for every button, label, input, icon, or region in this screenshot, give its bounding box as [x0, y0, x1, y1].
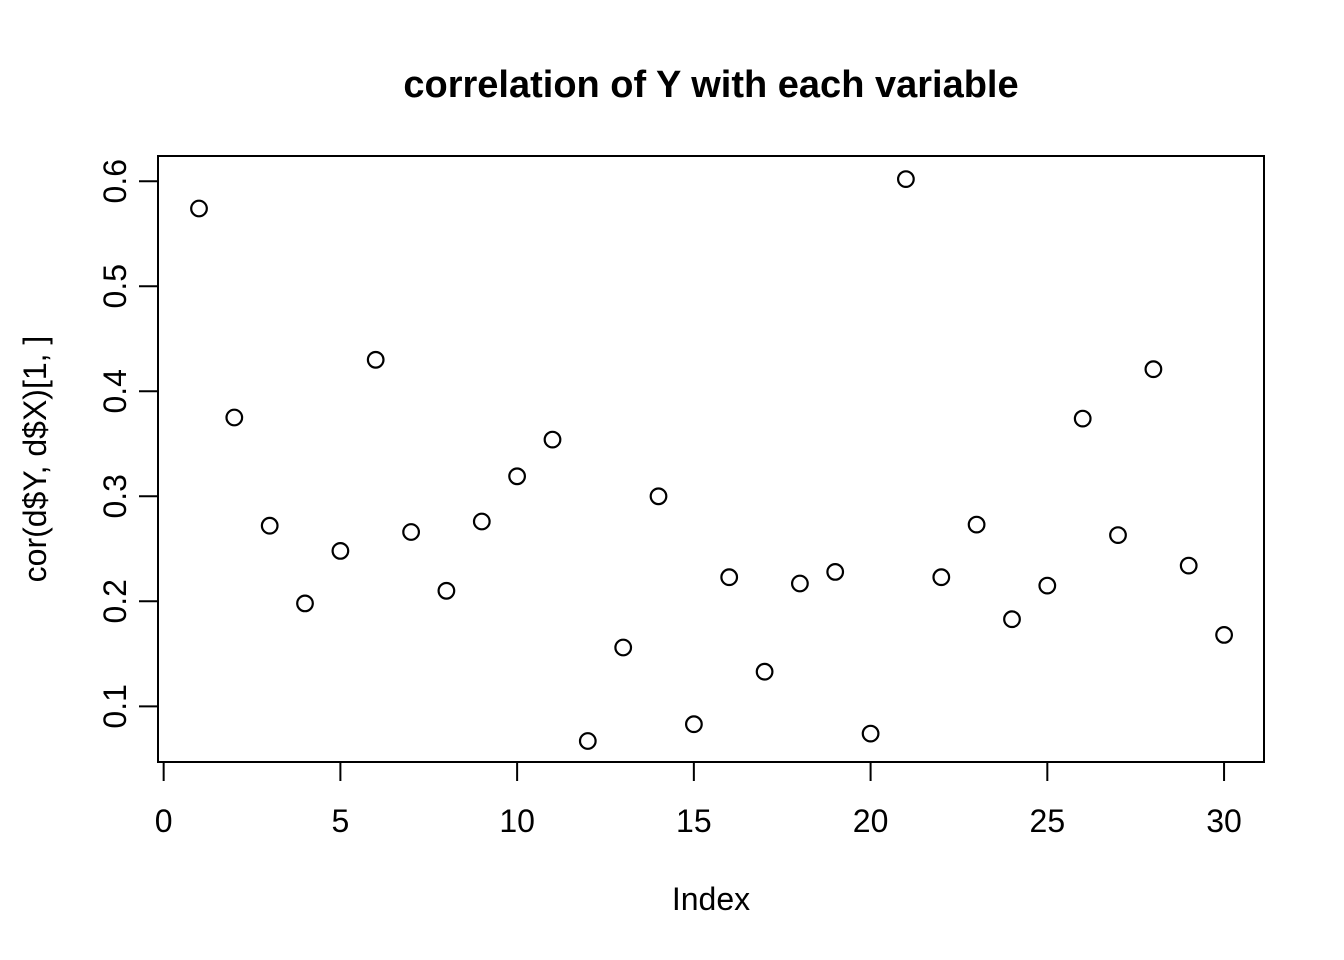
- data-point: [366, 350, 385, 369]
- x-tick-label: 15: [676, 803, 712, 839]
- chart-title: correlation of Y with each variable: [403, 64, 1018, 106]
- data-point: [225, 408, 244, 427]
- data-point: [685, 715, 703, 734]
- data-points: [190, 170, 1233, 750]
- data-point: [614, 638, 633, 657]
- y-tick-label: 0.1: [97, 684, 133, 728]
- data-point: [1109, 526, 1127, 544]
- data-point: [437, 581, 456, 600]
- y-tick-label: 0.2: [97, 579, 133, 623]
- x-tick-label: 30: [1206, 803, 1242, 839]
- y-tick-label: 0.5: [97, 264, 133, 308]
- y-axis: 0.1 0.2 0.3 0.4 0.5 0.6: [97, 159, 158, 729]
- data-point: [649, 487, 668, 506]
- x-tick-label: 5: [331, 803, 349, 839]
- data-point: [543, 430, 562, 449]
- data-point: [508, 467, 526, 486]
- data-point: [791, 574, 809, 593]
- data-point: [402, 523, 421, 541]
- data-point: [1003, 610, 1021, 629]
- data-point: [1215, 626, 1233, 644]
- data-point: [296, 594, 314, 613]
- y-tick-label: 0.6: [97, 159, 133, 203]
- x-tick-label: 0: [155, 803, 173, 839]
- data-point: [1179, 556, 1198, 575]
- data-point: [897, 170, 915, 189]
- data-point: [755, 662, 774, 681]
- data-point: [190, 199, 208, 218]
- plot-area-border: [157, 155, 1265, 763]
- x-tick-label: 10: [499, 803, 535, 839]
- data-point: [720, 568, 739, 587]
- y-tick-label: 0.4: [97, 369, 133, 413]
- x-axis-label: Index: [672, 881, 750, 917]
- data-point: [260, 516, 279, 535]
- data-point: [472, 512, 491, 531]
- data-point: [578, 732, 597, 750]
- y-tick-label: 0.3: [97, 474, 133, 518]
- data-point: [861, 724, 880, 743]
- y-axis-label: cor(d$Y, d$X)[1, ]: [17, 336, 53, 583]
- data-point: [1144, 360, 1163, 379]
- x-axis: 0 5 10 15 20 25 30: [155, 762, 1242, 839]
- data-point: [1073, 409, 1092, 428]
- x-tick-label: 25: [1030, 803, 1066, 839]
- data-point: [932, 568, 951, 587]
- data-point: [967, 515, 986, 534]
- x-tick-label: 20: [853, 803, 889, 839]
- data-point: [1038, 576, 1057, 595]
- data-point: [331, 542, 350, 560]
- data-point: [826, 563, 845, 581]
